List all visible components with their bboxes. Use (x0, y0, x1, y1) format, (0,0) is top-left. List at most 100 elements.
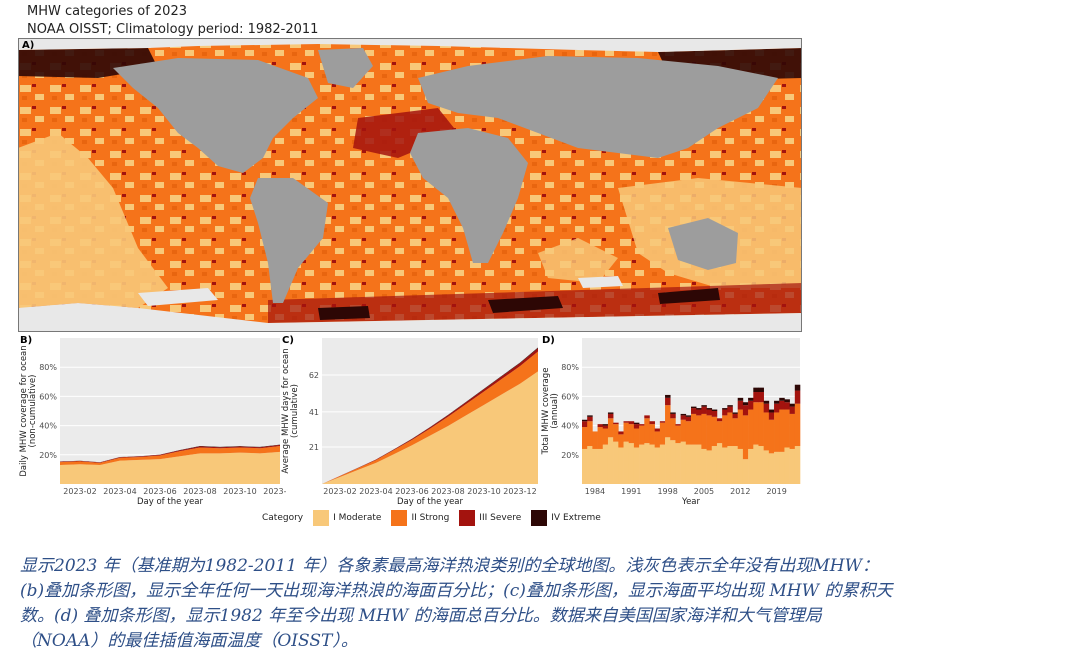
north-america-landmass (113, 58, 318, 173)
panel-b-xtick-label: 2023-04 (103, 487, 136, 496)
panel-b-xlabel: Day of the year (137, 497, 204, 507)
panel-d-annual-coverage: D) Total MHW coverage (annual) Year 20% 40% 60… (541, 335, 801, 507)
north-atlantic-severe (353, 108, 458, 158)
panel-d-bar-2021-ii-strong (784, 409, 790, 448)
panel-c-ytick-label: 41 (309, 408, 319, 417)
caption-line-2: (b)叠加条形图，显示全年任何一天出现海洋热浪的海面百分比；(c)叠加条形图，显… (20, 581, 893, 601)
panel-c-xtick-label: 2023-08 (431, 487, 464, 496)
africa-landmass (410, 128, 528, 263)
panel-d-bar-2002-ii-strong (685, 421, 692, 445)
panel-d-ytick-label: 40% (561, 422, 579, 431)
panel-d-bar-2021-iii-severe (784, 402, 790, 410)
panel-d-bar-1982-i-moderate (582, 448, 588, 484)
panel-d-xtick-label: 1984 (585, 487, 605, 496)
panel-d-xtick-label: 2019 (766, 487, 786, 496)
panel-d-bar-1995-ii-strong (649, 424, 655, 445)
panel-d-bar-2008-ii-strong (716, 421, 723, 444)
panel-d-bar-2009-iv-extreme (722, 408, 728, 410)
panel-d-bar-2000-iii-severe (675, 424, 681, 426)
panel-d-bar-2010-i-moderate (727, 446, 733, 484)
panel-b-xtick-label: 2023-10 (223, 487, 256, 496)
panel-d-xlabel: Year (681, 497, 701, 507)
panel-d-bar-1982-iv-extreme (582, 419, 588, 422)
panel-d-bar-2001-iv-extreme (680, 413, 687, 416)
panel-d-bar-2023-iii-severe (794, 390, 801, 404)
panel-d-bar-2012-i-moderate (737, 448, 744, 484)
panel-d-bar-2003-ii-strong (691, 413, 697, 445)
legend-swatch-moderate (313, 510, 330, 526)
panel-d-bar-2001-ii-strong (680, 419, 687, 442)
panel-d-bar-1987-iii-severe (607, 413, 614, 419)
panel-d-bar-1988-i-moderate (613, 441, 619, 484)
panel-c-ylabel-line1: Average MHW days for ocean (281, 348, 291, 473)
panel-d-bar-1997-iii-severe (659, 421, 666, 423)
panel-d-bar-1986-i-moderate (602, 444, 609, 484)
panel-d-bar-1999-ii-strong (670, 418, 676, 441)
panel-d-bar-2005-iv-extreme (701, 405, 707, 407)
panel-d-bar-2004-iv-extreme (696, 408, 702, 410)
panel-d-bar-1983-iv-extreme (587, 415, 593, 417)
panel-d-bar-2023-i-moderate (794, 446, 801, 484)
panel-d-bar-1998-iv-extreme (665, 394, 671, 398)
panel-d-bar-2011-i-moderate (732, 446, 739, 484)
panel-d-bar-2005-iii-severe (701, 406, 707, 414)
panel-d-bar-1983-i-moderate (587, 446, 593, 484)
panel-d-bar-2017-i-moderate (763, 450, 770, 484)
panel-b-panel-label: B) (20, 335, 32, 346)
panel-b-area-i-moderate (60, 451, 280, 484)
panel-d-bar-2002-iv-extreme (685, 415, 692, 417)
legend-swatch-strong (391, 510, 408, 526)
figure-caption: 显示2023 年（基准期为1982-2011 年）各象素最高海洋热浪类别的全球地… (20, 554, 1072, 654)
panel-d-xtick-label: 2005 (694, 487, 714, 496)
panel-d-bar-1998-iii-severe (665, 397, 671, 406)
panel-d-bar-1985-i-moderate (597, 448, 604, 484)
panel-a-label: A) (22, 40, 34, 51)
panel-d-bar-2010-iii-severe (727, 406, 733, 413)
panel-d-bar-1987-i-moderate (607, 437, 614, 484)
legend-swatch-extreme (531, 510, 548, 526)
panel-d-bar-2017-iii-severe (763, 403, 770, 413)
panel-d-ylabel-line1: Total MHW coverage (541, 368, 551, 456)
panel-d-bar-1992-ii-strong (633, 428, 640, 448)
panel-d-bar-2006-ii-strong (706, 415, 713, 451)
panel-d-bar-2006-iii-severe (706, 409, 713, 416)
panel-d-bar-2018-iv-extreme (768, 409, 775, 413)
legend-label-severe: III Severe (479, 513, 522, 523)
panel-d-bar-1998-i-moderate (665, 437, 671, 484)
panel-d-bar-2001-iii-severe (680, 415, 687, 420)
panel-d-bar-2004-iii-severe (696, 409, 702, 416)
panel-d-xtick-label: 1991 (621, 487, 641, 496)
panel-d-panel-label: D) (542, 335, 555, 346)
panel-c-ytick-label: 62 (309, 371, 319, 380)
panel-d-bar-1995-i-moderate (649, 444, 655, 484)
panel-d-bar-2017-ii-strong (763, 412, 770, 451)
panel-b-ytick-label: 40% (39, 422, 57, 431)
panel-c-ylabel-line2: (cumulative) (290, 384, 300, 438)
panel-d-bar-1985-ii-strong (597, 427, 604, 449)
panel-d-bar-2011-iii-severe (732, 413, 739, 419)
panel-d-bar-2022-iv-extreme (789, 403, 796, 407)
south-america-landmass (250, 178, 328, 303)
panel-d-bar-1990-ii-strong (623, 422, 630, 442)
panel-a-border (18, 38, 802, 332)
category-legend: Category I Moderate II Strong III Severe… (262, 510, 603, 526)
panel-d-bar-2015-i-moderate (753, 444, 759, 484)
panel-d-xtick-label: 1998 (657, 487, 677, 496)
panel-d-bar-1992-iii-severe (633, 424, 640, 429)
panel-d-bar-1995-iii-severe (649, 421, 655, 425)
panel-b-xtick-label: 2023-08 (183, 487, 216, 496)
panel-d-bar-1994-iii-severe (644, 415, 650, 419)
panel-d-bar-2001-i-moderate (680, 441, 687, 484)
panel-d-bar-2014-iii-severe (748, 400, 754, 410)
panel-d-bar-2007-i-moderate (711, 446, 718, 484)
panel-d-bar-2011-iv-extreme (732, 412, 739, 414)
panel-d-bar-2011-ii-strong (732, 418, 739, 447)
panel-d-bar-1992-i-moderate (633, 447, 640, 484)
panel-d-bar-1990-iii-severe (623, 421, 630, 423)
panel-d-bar-2000-i-moderate (675, 443, 681, 484)
panel-d-bar-1982-ii-strong (582, 427, 588, 449)
panel-c-xlabel: Day of the year (397, 497, 464, 507)
panel-d-bar-2022-ii-strong (789, 413, 796, 449)
panel-d-bar-2009-ii-strong (722, 415, 728, 448)
panel-d-bar-2013-i-moderate (742, 459, 749, 484)
